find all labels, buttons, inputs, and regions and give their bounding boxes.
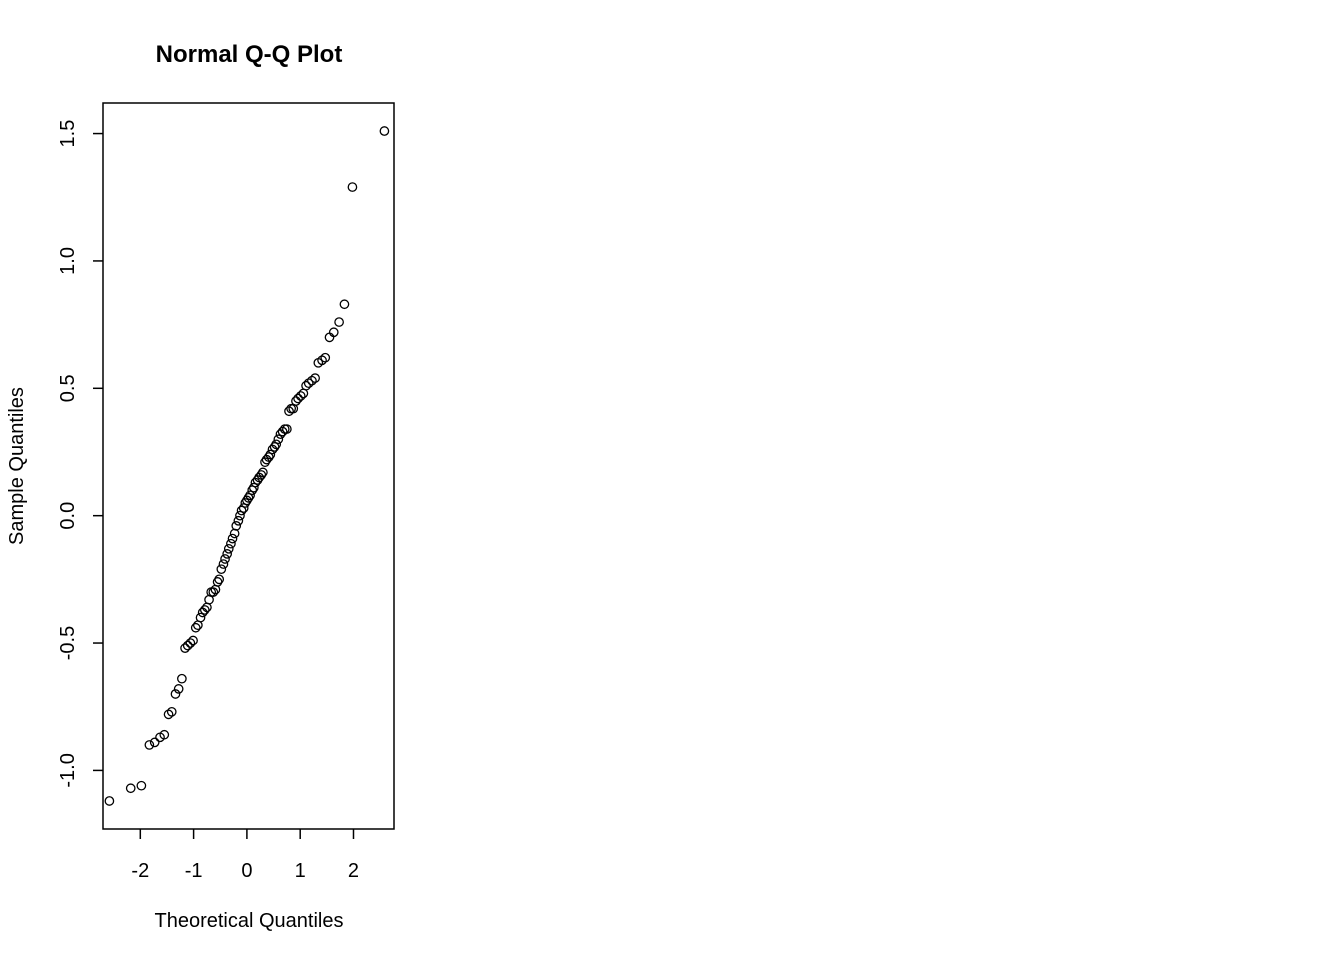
x-tick-label: 0	[241, 860, 252, 882]
y-tick-label: 1.0	[57, 247, 79, 275]
data-point	[212, 577, 223, 587]
data-point	[271, 439, 282, 450]
data-points	[104, 126, 390, 806]
data-point	[282, 424, 292, 434]
x-axis-label: Theoretical Quantiles	[155, 910, 344, 932]
data-point	[195, 612, 206, 623]
y-axis: -1.0 -0.5 0.0 0.5 1.0 1.5	[57, 120, 103, 788]
plot-frame	[102, 102, 395, 830]
data-point	[173, 684, 184, 694]
data-point	[125, 783, 136, 794]
data-point	[166, 706, 177, 717]
data-point	[303, 378, 314, 389]
y-tick-label: -1.0	[57, 753, 79, 787]
data-point	[248, 482, 259, 493]
data-point	[256, 470, 267, 480]
y-tick-label: 0.5	[57, 374, 79, 402]
data-point	[310, 373, 320, 383]
x-axis: -2 -1 0 1 2	[131, 829, 359, 882]
data-point	[320, 352, 331, 363]
x-tick-label: -2	[131, 860, 149, 882]
data-point	[231, 521, 242, 531]
data-point	[242, 495, 252, 506]
data-point	[295, 391, 306, 401]
data-point	[328, 327, 339, 338]
data-point	[159, 729, 170, 740]
data-point	[136, 780, 147, 791]
data-point	[265, 449, 276, 460]
data-point	[149, 737, 160, 748]
data-point	[223, 543, 234, 554]
data-point	[229, 528, 240, 539]
data-point	[190, 622, 201, 633]
data-point	[235, 510, 245, 521]
y-tick-label: 1.5	[57, 120, 79, 148]
data-point	[258, 467, 268, 478]
x-tick-label: 1	[295, 860, 306, 882]
data-point	[218, 559, 229, 569]
data-point	[273, 434, 284, 445]
data-point	[269, 442, 280, 452]
data-point	[317, 355, 327, 366]
data-point	[291, 396, 301, 406]
data-point	[226, 538, 236, 549]
data-point	[236, 505, 247, 516]
data-point	[104, 796, 115, 806]
y-tick-label: -0.5	[57, 626, 79, 660]
data-point	[188, 635, 198, 646]
data-point	[208, 587, 219, 597]
data-point	[240, 498, 251, 508]
data-point	[199, 605, 210, 615]
data-point	[379, 126, 390, 136]
x-tick-label: -1	[185, 860, 203, 882]
data-point	[245, 490, 255, 501]
data-point	[222, 549, 233, 559]
y-axis-label: Sample Quantiles	[6, 387, 28, 545]
data-point	[307, 375, 317, 386]
data-point	[216, 564, 227, 575]
data-point	[293, 393, 303, 404]
chart-title: Normal Q-Q Plot	[156, 41, 343, 68]
data-point	[301, 380, 311, 391]
data-point	[233, 515, 244, 526]
data-point	[339, 299, 350, 310]
data-point	[163, 709, 174, 720]
data-point	[243, 492, 254, 503]
data-point	[177, 673, 187, 684]
data-point	[144, 740, 155, 750]
data-point	[263, 452, 274, 462]
data-point	[220, 554, 230, 564]
data-point	[170, 689, 181, 699]
y-tick-label: 0.0	[57, 502, 79, 530]
x-tick-label: 2	[348, 860, 359, 882]
data-point	[347, 182, 358, 192]
data-point	[227, 533, 238, 544]
data-point	[182, 640, 193, 651]
data-point	[185, 638, 196, 648]
data-point	[180, 643, 190, 653]
data-point	[214, 574, 225, 585]
data-point	[334, 317, 344, 327]
